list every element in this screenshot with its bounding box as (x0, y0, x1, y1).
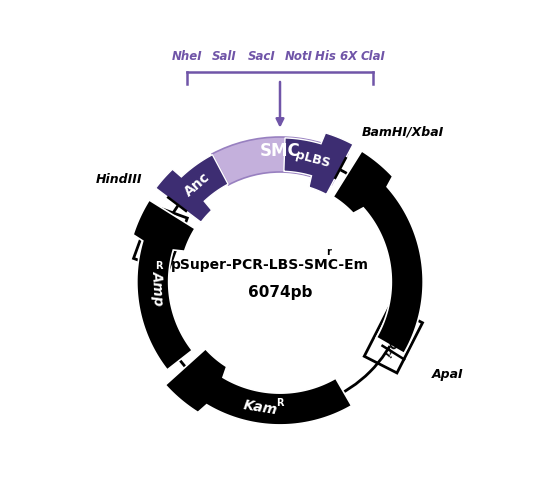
Text: ClaI: ClaI (361, 50, 385, 63)
Polygon shape (165, 349, 352, 425)
Text: NotI: NotI (284, 50, 312, 63)
Text: pUC Ori: pUC Ori (148, 216, 172, 261)
Text: His 6X: His 6X (315, 50, 357, 63)
Bar (364, 306, 422, 373)
Polygon shape (284, 133, 353, 195)
Text: Anc: Anc (182, 170, 213, 199)
Text: Amp: Amp (150, 270, 166, 306)
Text: HindIII: HindIII (96, 173, 142, 186)
Text: R: R (155, 261, 162, 271)
Polygon shape (133, 200, 195, 370)
Polygon shape (156, 154, 228, 222)
Text: f1 Ori: f1 Ori (381, 323, 405, 356)
Text: NheI: NheI (172, 50, 202, 63)
Text: pLBS: pLBS (294, 148, 332, 170)
Text: pSuper-PCR-LBS-SMC-Em: pSuper-PCR-LBS-SMC-Em (171, 257, 369, 272)
Text: ApaI: ApaI (431, 368, 463, 381)
Text: Em: Em (413, 234, 432, 260)
Text: R: R (433, 232, 440, 242)
Text: SacI: SacI (248, 50, 276, 63)
Text: r: r (326, 248, 332, 257)
Polygon shape (333, 151, 423, 353)
Bar (133, 205, 187, 271)
Wedge shape (212, 137, 348, 185)
Text: SMC: SMC (260, 142, 300, 159)
Text: R: R (276, 397, 283, 407)
Text: BamHI/XbaI: BamHI/XbaI (362, 126, 444, 139)
Text: Kam: Kam (242, 398, 278, 417)
Text: SalI: SalI (212, 50, 236, 63)
Text: 6074pb: 6074pb (248, 285, 312, 300)
